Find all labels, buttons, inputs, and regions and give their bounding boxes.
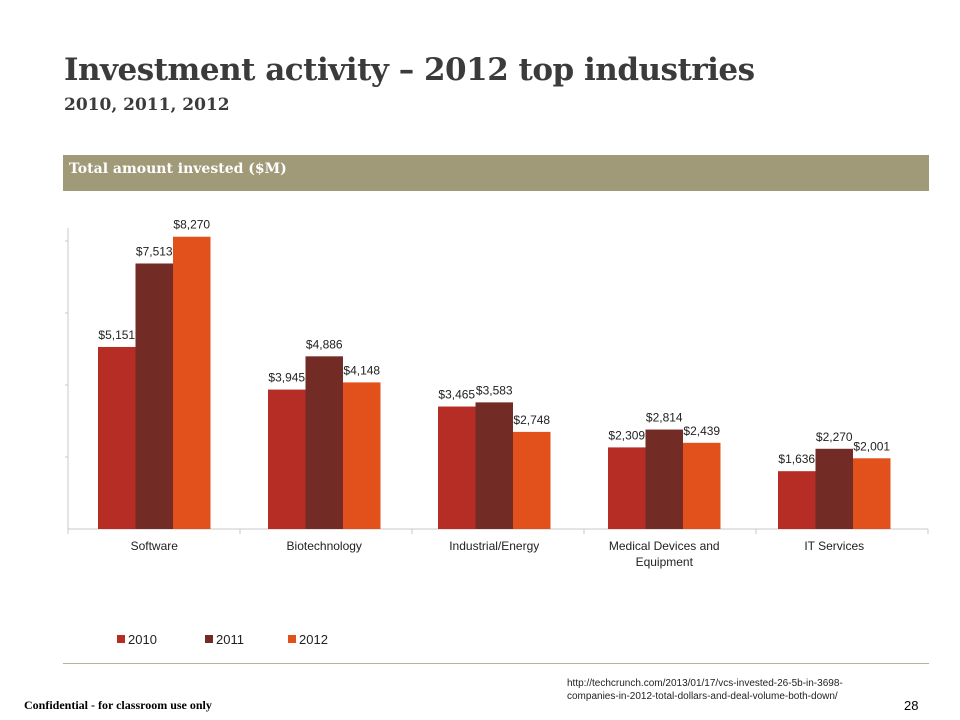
data-label: $8,270 [173,218,210,232]
legend-label-2010: 2010 [128,632,157,647]
bar-2010-1 [268,389,306,529]
legend-swatch-2011 [205,635,213,643]
data-label: $7,513 [136,244,173,258]
bar-2011-1 [305,356,343,529]
bar-2011-0 [135,263,173,529]
data-label: $2,748 [513,413,550,427]
chart-header-bar: Total amount invested ($M) [63,155,929,191]
bar-2010-4 [778,471,816,529]
bar-2010-3 [608,447,646,529]
legend-label-2012: 2012 [299,632,328,647]
page-number: 28 [904,698,919,713]
data-label: $3,945 [268,371,305,385]
category-label: Medical Devices and [609,539,720,553]
confidential-notice: Confidential - for classroom use only [24,698,212,712]
footer-divider [63,663,929,664]
chart-header-label: Total amount invested ($M) [69,161,287,177]
bar-2012-4 [853,458,891,529]
bar-2011-4 [815,448,853,529]
category-label: Equipment [636,555,694,569]
legend-swatch-2012 [288,635,296,643]
data-label: $4,148 [343,363,380,377]
category-label: Industrial/Energy [449,539,539,553]
slide-subtitle: 2010, 2011, 2012 [64,95,230,115]
bar-2012-1 [343,382,381,529]
data-label: $4,886 [306,337,343,351]
data-label: $3,465 [438,388,475,402]
legend-swatch-2010 [117,635,125,643]
bar-2011-3 [645,429,683,529]
category-label: IT Services [804,539,864,553]
data-label: $2,270 [816,430,853,444]
bar-2010-2 [438,406,476,529]
data-label: $2,001 [853,439,890,453]
legend-label-2011: 2011 [216,632,244,647]
data-label: $2,439 [683,424,720,438]
category-label: Software [131,539,179,553]
source-line-2: companies-in-2012-total-dollars-and-deal… [567,691,838,702]
data-label: $2,309 [608,428,645,442]
bar-2012-2 [513,431,551,529]
bar-2012-0 [173,236,211,529]
slide-title: Investment activity – 2012 top industrie… [64,52,755,88]
data-label: $3,583 [476,383,513,397]
bar-2011-2 [475,402,513,529]
data-label: $2,814 [646,411,683,425]
bar-2010-0 [98,346,136,529]
data-label: $1,636 [778,452,815,466]
bar-2012-3 [683,442,721,529]
category-label: Biotechnology [287,539,362,553]
source-citation[interactable]: http://techcrunch.com/2013/01/17/vcs-inv… [567,677,887,703]
data-label: $5,151 [98,328,135,342]
source-line-1: http://techcrunch.com/2013/01/17/vcs-inv… [567,678,843,689]
